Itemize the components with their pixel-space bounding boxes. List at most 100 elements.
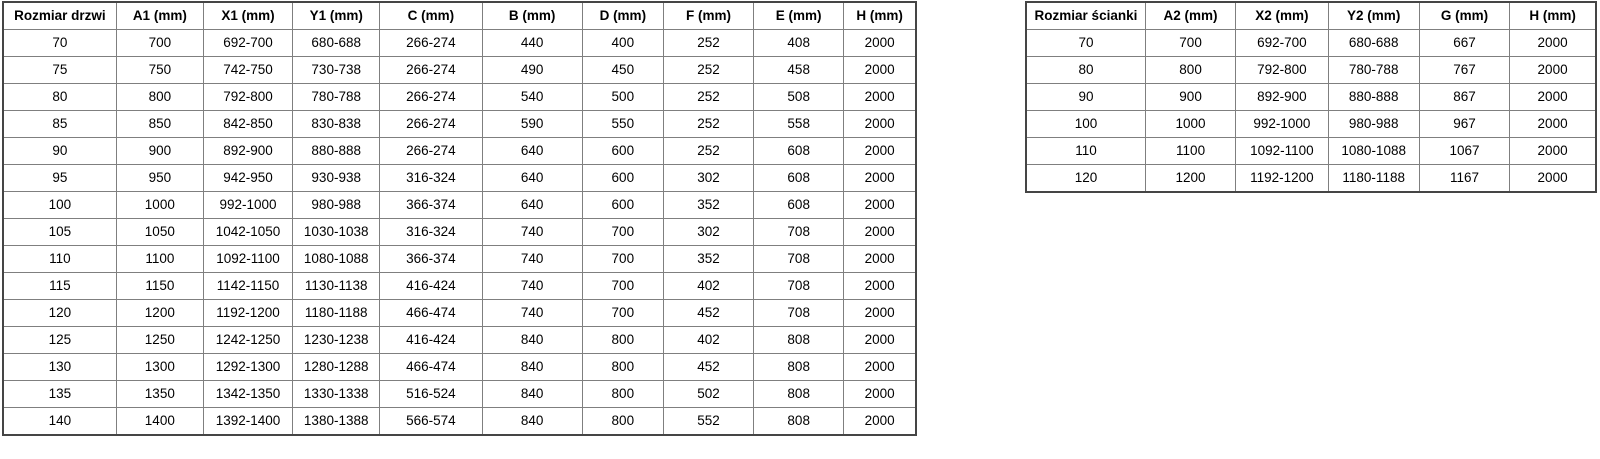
cell: 2000	[843, 353, 917, 381]
column-header: Y1 (mm)	[292, 1, 381, 30]
cell: 100	[2, 191, 117, 219]
cell: 70	[1025, 29, 1146, 57]
cell: 792-800	[1235, 56, 1329, 84]
cell: 1300	[115, 353, 204, 381]
cell: 316-324	[379, 218, 483, 246]
cell: 892-900	[1235, 83, 1329, 111]
cell: 2000	[1509, 164, 1597, 193]
cell: 600	[581, 191, 664, 219]
table-row: 90 900 892-900 880-888 867 2000	[1025, 83, 1597, 111]
cell: 1350	[115, 380, 204, 408]
column-header: Rozmiar drzwi	[2, 1, 117, 30]
cell: 90	[2, 137, 117, 165]
column-header: X1 (mm)	[202, 1, 294, 30]
cell: 566-574	[379, 407, 483, 436]
cell: 1092-1100	[202, 245, 294, 273]
cell: 1392-1400	[202, 407, 294, 436]
table-row: 100 1000 992-1000 980-988 967 2000	[1025, 110, 1597, 138]
cell: 70	[2, 29, 117, 57]
cell: 600	[581, 137, 664, 165]
cell: 830-838	[292, 110, 381, 138]
cell: 366-374	[379, 245, 483, 273]
cell: 1050	[115, 218, 204, 246]
cell: 508	[753, 83, 845, 111]
cell: 80	[1025, 56, 1146, 84]
cell: 1292-1300	[202, 353, 294, 381]
table-row: 80 800 792-800 780-788 767 2000	[1025, 56, 1597, 84]
cell: 2000	[843, 218, 917, 246]
cell: 2000	[843, 326, 917, 354]
cell: 730-738	[292, 56, 381, 84]
cell: 2000	[843, 137, 917, 165]
table-row: 130 1300 1292-1300 1280-1288 466-474 840 800 45…	[2, 353, 917, 381]
cell: 550	[581, 110, 664, 138]
cell: 780-788	[292, 83, 381, 111]
cell: 2000	[843, 29, 917, 57]
cell: 80	[2, 83, 117, 111]
cell: 692-700	[1235, 29, 1329, 57]
column-header: Y2 (mm)	[1327, 1, 1420, 30]
cell: 680-688	[1327, 29, 1420, 57]
cell: 1142-1150	[202, 272, 294, 300]
cell: 2000	[1509, 137, 1597, 165]
cell: 608	[753, 137, 845, 165]
cell: 120	[2, 299, 117, 327]
cell: 800	[115, 83, 204, 111]
column-header: X2 (mm)	[1235, 1, 1329, 30]
column-header: A2 (mm)	[1144, 1, 1237, 30]
column-header: D (mm)	[581, 1, 664, 30]
cell: 708	[753, 245, 845, 273]
cell: 115	[2, 272, 117, 300]
cell: 2000	[1509, 56, 1597, 84]
table-row: 75 750 742-750 730-738 266-274 490 450 252 458 20…	[2, 56, 917, 84]
cell: 840	[481, 353, 583, 381]
cell: 125	[2, 326, 117, 354]
column-header: C (mm)	[379, 1, 483, 30]
cell: 1200	[1144, 164, 1237, 193]
cell: 466-474	[379, 299, 483, 327]
cell: 708	[753, 272, 845, 300]
cell: 800	[1144, 56, 1237, 84]
cell: 700	[581, 245, 664, 273]
cell: 740	[481, 272, 583, 300]
cell: 2000	[843, 56, 917, 84]
table-row: 135 1350 1342-1350 1330-1338 516-524 840 800 50…	[2, 380, 917, 408]
column-header: E (mm)	[753, 1, 845, 30]
cell: 120	[1025, 164, 1146, 193]
table-row: 90 900 892-900 880-888 266-274 640 600 252 608 20…	[2, 137, 917, 165]
cell: 1192-1200	[202, 299, 294, 327]
cell: 800	[581, 353, 664, 381]
cell: 1080-1088	[292, 245, 381, 273]
cell: 742-750	[202, 56, 294, 84]
cell: 2000	[843, 110, 917, 138]
cell: 1000	[115, 191, 204, 219]
cell: 900	[1144, 83, 1237, 111]
cell: 942-950	[202, 164, 294, 192]
cell: 1030-1038	[292, 218, 381, 246]
cell: 800	[581, 326, 664, 354]
column-header: G (mm)	[1418, 1, 1511, 30]
cell: 408	[753, 29, 845, 57]
column-header: F (mm)	[662, 1, 755, 30]
cell: 900	[115, 137, 204, 165]
cell: 516-524	[379, 380, 483, 408]
cell: 266-274	[379, 137, 483, 165]
cell: 252	[662, 137, 755, 165]
cell: 1242-1250	[202, 326, 294, 354]
cell: 2000	[1509, 29, 1597, 57]
cell: 808	[753, 353, 845, 381]
cell: 316-324	[379, 164, 483, 192]
cell: 667	[1418, 29, 1511, 57]
cell: 608	[753, 164, 845, 192]
cell: 680-688	[292, 29, 381, 57]
cell: 1400	[115, 407, 204, 436]
cell: 892-900	[202, 137, 294, 165]
table-row: 120 1200 1192-1200 1180-1188 1167 2000	[1025, 164, 1597, 193]
cell: 708	[753, 218, 845, 246]
wall-sizes-table: Rozmiar ścianki A2 (mm) X2 (mm) Y2 (mm) G (m…	[1025, 1, 1597, 193]
cell: 105	[2, 218, 117, 246]
column-header: B (mm)	[481, 1, 583, 30]
cell: 90	[1025, 83, 1146, 111]
cell: 850	[115, 110, 204, 138]
table-row: 115 1150 1142-1150 1130-1138 416-424 740 700 40…	[2, 272, 917, 300]
